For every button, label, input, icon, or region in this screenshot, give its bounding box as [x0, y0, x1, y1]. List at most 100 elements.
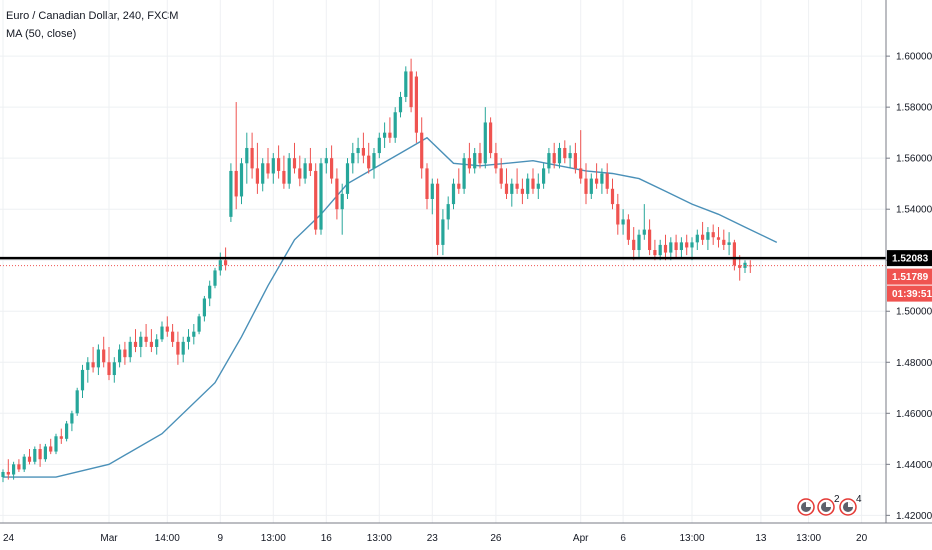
candle-body [674, 242, 678, 251]
candle [335, 168, 339, 220]
candle-body [409, 71, 413, 108]
earnings-badge[interactable] [797, 498, 815, 516]
candle-body [70, 413, 74, 424]
candle [722, 229, 726, 251]
x-tick-label: Apr [573, 533, 589, 544]
candle [467, 142, 471, 174]
candle [186, 329, 191, 350]
candle-body [393, 112, 397, 138]
candle [351, 142, 355, 174]
candle [409, 58, 413, 113]
candle-body [701, 234, 705, 240]
indicator-legend[interactable]: MA (50, close) [6, 28, 77, 40]
earnings-badge[interactable]: 2 [817, 494, 840, 516]
x-tick-label: 26 [490, 533, 502, 544]
candle [65, 420, 69, 442]
y-tick-label: 1.60000 [896, 52, 932, 63]
candle [245, 132, 249, 184]
candle [59, 428, 63, 444]
candle [12, 461, 16, 480]
candle-body [239, 163, 244, 197]
candle-body [483, 122, 487, 164]
candle-body [552, 153, 556, 164]
candle [499, 158, 503, 189]
ma-50-line [3, 136, 778, 478]
candle [674, 234, 678, 258]
badge-slice [848, 502, 853, 507]
candle [176, 331, 180, 365]
candle-body [17, 464, 21, 470]
candle-body [738, 265, 742, 268]
y-tick-label: 1.58000 [896, 103, 932, 114]
candle [282, 155, 286, 189]
candle-body [600, 173, 604, 184]
candle-body [547, 153, 551, 169]
candle-body [388, 132, 392, 138]
candle-body [716, 237, 721, 240]
candle-body [96, 349, 100, 368]
x-tick-label: 13:00 [679, 533, 704, 544]
x-tick-label: 9 [218, 533, 224, 544]
candle [303, 158, 307, 184]
candle-body [277, 158, 281, 171]
candle-body [504, 183, 509, 194]
candle [414, 71, 418, 143]
candle [118, 344, 122, 368]
candle [96, 344, 100, 376]
candle [653, 239, 657, 261]
candle [600, 168, 604, 194]
earnings-badge[interactable]: 4 [839, 494, 862, 516]
candle-body [22, 456, 26, 470]
candle [632, 227, 636, 261]
candle-body [197, 316, 201, 332]
candle-body [303, 163, 307, 179]
candle [388, 117, 392, 143]
candle [213, 267, 217, 289]
candle [155, 334, 159, 355]
candle-body [351, 153, 355, 164]
candle-body [446, 204, 450, 220]
candle [218, 252, 222, 276]
candle-body [669, 242, 673, 253]
candle [658, 239, 662, 261]
candle-body [653, 250, 657, 256]
candle-body [102, 349, 106, 363]
candle [54, 433, 58, 455]
candle [6, 459, 10, 480]
candle-body [118, 349, 122, 363]
candle [547, 147, 551, 174]
candle [229, 163, 233, 222]
countdown-tag: 01:39:51 [892, 289, 932, 300]
candle-body [451, 183, 456, 205]
candle [43, 443, 47, 462]
candle-body [271, 158, 275, 174]
candle [679, 237, 683, 258]
candle-body [420, 132, 424, 169]
candle-body [298, 168, 302, 179]
candle-body [573, 153, 577, 169]
candle [398, 91, 403, 118]
candle-body [65, 423, 69, 439]
candle [510, 178, 514, 207]
candle [38, 443, 42, 467]
candle-body [234, 170, 238, 197]
candle [605, 163, 609, 194]
candle [478, 142, 482, 169]
candle-body [515, 183, 519, 189]
candle [208, 280, 212, 307]
candle-body [690, 242, 694, 248]
candle [446, 196, 450, 230]
candle-body [287, 158, 291, 184]
candle-body [1, 471, 5, 478]
candle [330, 145, 334, 184]
candle-body [139, 336, 143, 347]
candle-body [33, 449, 37, 462]
candle-body [499, 168, 503, 184]
candle [80, 364, 85, 398]
candle [292, 142, 297, 174]
candle [420, 117, 424, 179]
candle [345, 158, 350, 199]
candle [520, 178, 524, 205]
